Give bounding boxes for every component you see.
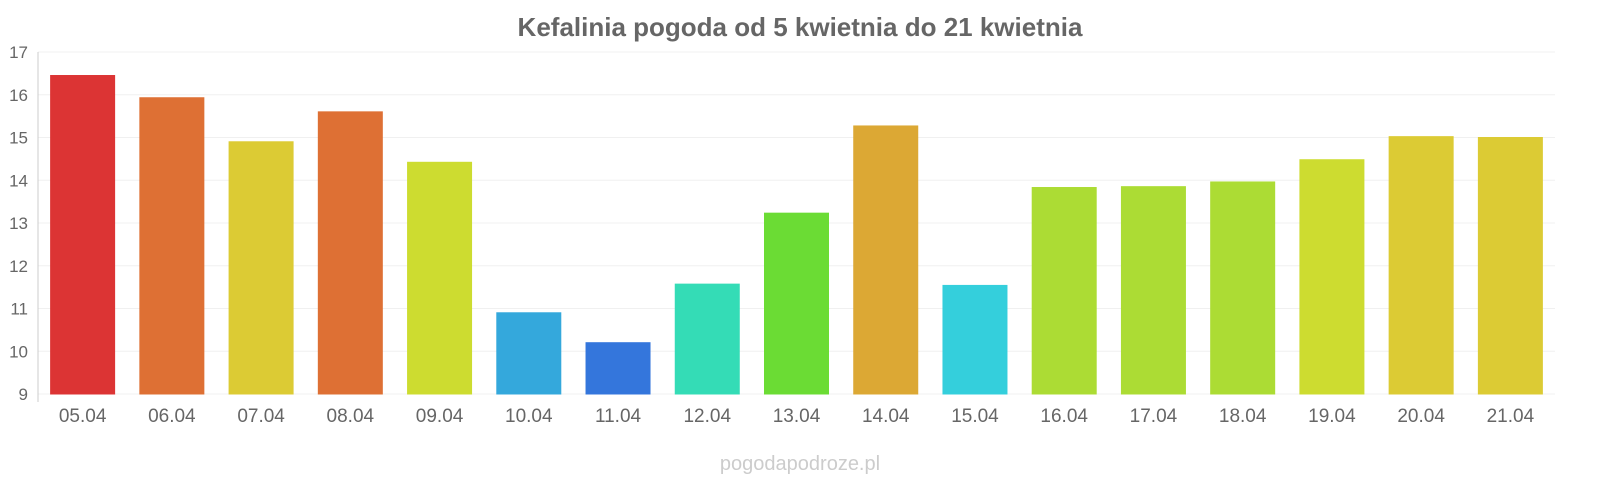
bar-21.04 [1477,137,1543,395]
bar-09.04 [407,161,473,395]
x-tick-label: 11.04 [595,406,642,427]
x-tick-label: 17.04 [1130,406,1178,427]
y-tick-labels: 9 10 11 12 13 14 15 16 17 [9,43,28,404]
bar-13.04 [764,212,829,395]
bar-10.04 [496,312,562,395]
y-tick-label: 11 [10,300,28,319]
x-tick-label: 12.04 [683,406,731,427]
x-tick-label: 19.04 [1308,406,1356,427]
bar-20.04 [1388,136,1454,395]
bar-19.04 [1299,159,1365,395]
y-tick-label: 9 [19,385,28,404]
bar-12.04 [674,283,740,395]
y-tick-label: 12 [9,257,28,276]
x-tick-label: 05.04 [59,406,107,427]
y-tick-label: 14 [9,171,28,190]
bar-18.04 [1210,181,1276,395]
x-tick-label: 08.04 [327,406,375,427]
bar-05.04 [50,75,116,395]
bar-14.04 [853,125,919,395]
x-tick-label: 09.04 [416,406,464,427]
x-tick-label: 21.04 [1487,406,1535,427]
x-tick-label: 07.04 [237,406,285,427]
x-tick-label: 06.04 [148,406,196,427]
bar-08.04 [317,111,383,395]
x-tick-label: 13.04 [773,406,821,427]
chart-title: Kefalinia pogoda od 5 kwietnia do 21 kwi… [518,12,1083,42]
bar-17.04 [1120,186,1186,395]
y-tick-label: 10 [9,342,28,361]
x-tick-label: 18.04 [1219,406,1267,427]
bar-16.04 [1031,187,1097,395]
bar-06.04 [139,97,205,395]
bar-07.04 [228,141,294,395]
bar-15.04 [942,284,1008,395]
y-tick-label: 16 [9,86,28,105]
x-tick-label: 10.04 [505,406,553,427]
y-tick-label: 13 [9,214,28,233]
x-tick-label: 14.04 [862,406,910,427]
x-tick-label: 16.04 [1040,406,1088,427]
y-tick-label: 17 [9,43,28,62]
bar-11.04 [585,342,651,395]
x-tick-label: 20.04 [1397,406,1445,427]
bars [50,75,1543,395]
source-watermark: pogodapodroze.pl [720,453,880,475]
x-tick-label: 15.04 [951,406,999,427]
x-tick-labels: 05.04 06.04 07.04 08.04 09.04 10.04 11.04 12.04… [59,406,1535,427]
y-tick-label: 15 [9,129,28,148]
